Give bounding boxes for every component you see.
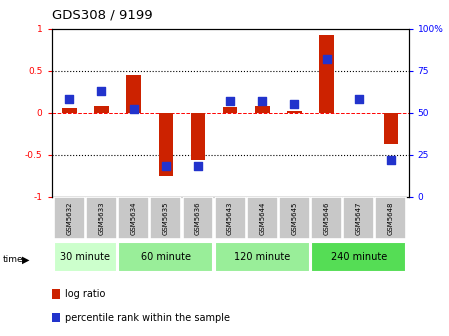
Point bbox=[66, 96, 73, 102]
Bar bbox=[287, 111, 302, 113]
Text: time: time bbox=[2, 255, 23, 264]
FancyBboxPatch shape bbox=[86, 198, 117, 239]
FancyBboxPatch shape bbox=[118, 198, 149, 239]
FancyBboxPatch shape bbox=[279, 198, 310, 239]
Point bbox=[226, 98, 233, 103]
Text: GSM5632: GSM5632 bbox=[66, 202, 72, 235]
FancyBboxPatch shape bbox=[311, 242, 406, 272]
FancyBboxPatch shape bbox=[375, 198, 406, 239]
Bar bbox=[127, 75, 141, 113]
FancyBboxPatch shape bbox=[54, 242, 117, 272]
Point bbox=[194, 164, 202, 169]
Text: GSM5634: GSM5634 bbox=[131, 202, 136, 235]
FancyBboxPatch shape bbox=[54, 198, 85, 239]
Text: GSM5636: GSM5636 bbox=[195, 202, 201, 235]
Text: GSM5633: GSM5633 bbox=[98, 202, 105, 235]
Point bbox=[130, 107, 137, 112]
Text: GSM5644: GSM5644 bbox=[259, 202, 265, 235]
Bar bbox=[255, 106, 269, 113]
FancyBboxPatch shape bbox=[150, 198, 181, 239]
FancyBboxPatch shape bbox=[311, 198, 342, 239]
Bar bbox=[94, 106, 109, 113]
Bar bbox=[352, 113, 366, 114]
Text: GSM5635: GSM5635 bbox=[163, 202, 169, 235]
Text: GSM5646: GSM5646 bbox=[324, 202, 330, 235]
Text: log ratio: log ratio bbox=[65, 289, 106, 299]
FancyBboxPatch shape bbox=[215, 242, 310, 272]
Point bbox=[387, 157, 395, 162]
Text: 240 minute: 240 minute bbox=[330, 252, 387, 262]
Text: 60 minute: 60 minute bbox=[141, 252, 191, 262]
Bar bbox=[191, 113, 205, 160]
Point bbox=[98, 88, 105, 93]
FancyBboxPatch shape bbox=[343, 198, 374, 239]
Point bbox=[259, 98, 266, 103]
Text: GDS308 / 9199: GDS308 / 9199 bbox=[52, 9, 152, 22]
Point bbox=[162, 164, 169, 169]
Text: 120 minute: 120 minute bbox=[234, 252, 291, 262]
FancyBboxPatch shape bbox=[182, 198, 213, 239]
Text: GSM5648: GSM5648 bbox=[388, 202, 394, 235]
Point bbox=[355, 96, 362, 102]
Bar bbox=[158, 113, 173, 175]
Bar bbox=[383, 113, 398, 144]
Text: 30 minute: 30 minute bbox=[61, 252, 110, 262]
Text: GSM5645: GSM5645 bbox=[291, 202, 297, 235]
FancyBboxPatch shape bbox=[215, 198, 246, 239]
FancyBboxPatch shape bbox=[247, 198, 277, 239]
Bar bbox=[319, 35, 334, 113]
Point bbox=[291, 101, 298, 107]
Text: GSM5643: GSM5643 bbox=[227, 202, 233, 235]
Text: ▶: ▶ bbox=[22, 254, 29, 264]
Text: GSM5647: GSM5647 bbox=[356, 202, 362, 235]
Bar bbox=[223, 107, 238, 113]
Bar bbox=[62, 109, 77, 113]
FancyBboxPatch shape bbox=[118, 242, 213, 272]
Text: percentile rank within the sample: percentile rank within the sample bbox=[65, 312, 230, 323]
Point bbox=[323, 56, 330, 61]
